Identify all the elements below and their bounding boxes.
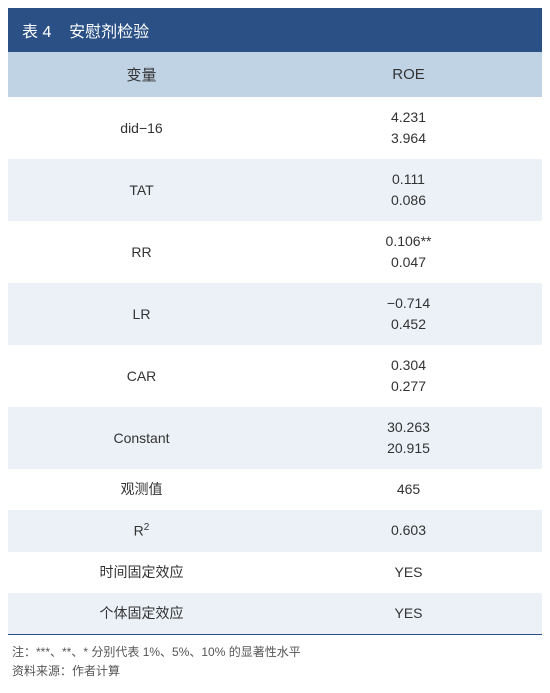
- header-value: ROE: [275, 52, 542, 97]
- table-header-row: 变量 ROE: [8, 52, 542, 97]
- table-row: did−16 4.231 3.964: [8, 97, 542, 159]
- cell-var: LR: [8, 283, 275, 345]
- cell-var: did−16: [8, 97, 275, 159]
- table-footnotes: 注：***、**、* 分别代表 1%、5%、10% 的显著性水平 资料来源：作者…: [8, 635, 542, 685]
- table-title-bar: 表 4 安慰剂检验: [8, 8, 542, 52]
- cell-var: CAR: [8, 345, 275, 407]
- table-row: 个体固定效应 YES: [8, 593, 542, 635]
- table-row: RR 0.106** 0.047: [8, 221, 542, 283]
- cell-var: Constant: [8, 407, 275, 469]
- cell-val: YES: [275, 552, 542, 593]
- cell-var: TAT: [8, 159, 275, 221]
- footnote-source: 资料来源：作者计算: [12, 662, 538, 681]
- cell-val: 0.304 0.277: [275, 345, 542, 407]
- cell-var: R2: [8, 510, 275, 552]
- table-title: 安慰剂检验: [69, 24, 149, 41]
- table-row: 时间固定效应 YES: [8, 552, 542, 593]
- table-row: R2 0.603: [8, 510, 542, 552]
- cell-val: YES: [275, 593, 542, 635]
- cell-val: 465: [275, 469, 542, 510]
- cell-val: 0.106** 0.047: [275, 221, 542, 283]
- cell-var: 观测值: [8, 469, 275, 510]
- table-container: 表 4 安慰剂检验 变量 ROE did−16 4.231 3.964 TAT …: [0, 0, 550, 693]
- table-row: LR −0.714 0.452: [8, 283, 542, 345]
- cell-val: 0.111 0.086: [275, 159, 542, 221]
- header-variable: 变量: [8, 52, 275, 97]
- cell-val: 0.603: [275, 510, 542, 552]
- cell-var: 时间固定效应: [8, 552, 275, 593]
- table-row: CAR 0.304 0.277: [8, 345, 542, 407]
- footnote-significance: 注：***、**、* 分别代表 1%、5%、10% 的显著性水平: [12, 643, 538, 662]
- table-number: 表 4: [22, 24, 51, 41]
- cell-var: RR: [8, 221, 275, 283]
- cell-val: −0.714 0.452: [275, 283, 542, 345]
- table-row: 观测值 465: [8, 469, 542, 510]
- table-row: Constant 30.263 20.915: [8, 407, 542, 469]
- cell-val: 4.231 3.964: [275, 97, 542, 159]
- data-table: 变量 ROE did−16 4.231 3.964 TAT 0.111 0.08…: [8, 52, 542, 635]
- cell-var: 个体固定效应: [8, 593, 275, 635]
- cell-val: 30.263 20.915: [275, 407, 542, 469]
- table-row: TAT 0.111 0.086: [8, 159, 542, 221]
